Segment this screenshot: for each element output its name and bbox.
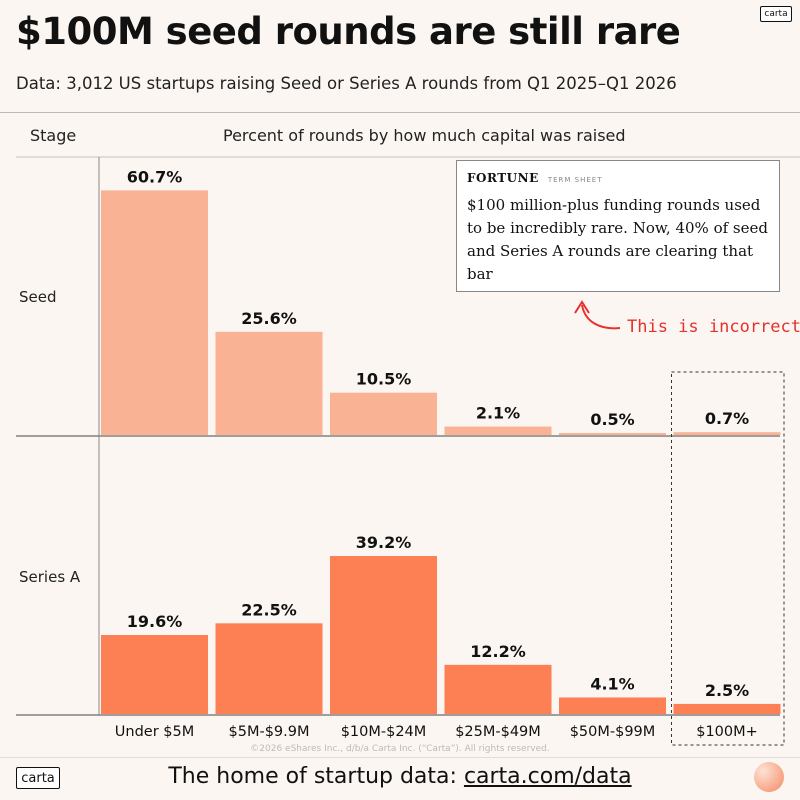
footer-tagline: The home of startup data: carta.com/data xyxy=(0,764,800,789)
data-label-series-a-2: 39.2% xyxy=(356,533,412,552)
category-label-5: $100M+ xyxy=(696,724,758,740)
data-label-seed-4: 0.5% xyxy=(590,410,634,429)
term-sheet-label: TERM SHEET xyxy=(547,176,603,184)
copyright-notice: ©2026 eShares Inc., d/b/a Carta Inc. (“C… xyxy=(250,744,550,754)
carta-logo: carta xyxy=(760,6,792,22)
fortune-quote-text: $100 million-plus funding rounds used to… xyxy=(467,196,768,283)
chart-subtitle: Data: 3,012 US startups raising Seed or … xyxy=(16,74,677,93)
bar-series-a-3 xyxy=(444,664,552,714)
highlight-100m-box xyxy=(671,371,785,746)
bar-series-a-0 xyxy=(101,635,208,714)
incorrect-annotation: This is incorrect xyxy=(627,317,800,337)
annotation-arrow xyxy=(581,304,621,330)
data-label-seed-1: 25.6% xyxy=(241,309,297,328)
bar-seed-5 xyxy=(673,432,781,435)
bar-seed-1 xyxy=(215,331,323,435)
stage-column-header: Stage xyxy=(30,126,77,145)
data-label-series-a-5: 2.5% xyxy=(705,681,749,700)
bar-seed-0 xyxy=(101,190,208,435)
bar-series-a-1 xyxy=(215,623,323,714)
data-label-series-a-3: 12.2% xyxy=(470,642,526,661)
header-divider xyxy=(0,112,800,113)
bar-seed-4 xyxy=(559,432,666,435)
fortune-quote-card: FORTUNE TERM SHEET $100 million-plus fun… xyxy=(456,160,780,292)
data-label-seed-5: 0.7% xyxy=(705,409,749,428)
data-label-series-a-4: 4.1% xyxy=(590,674,634,693)
category-label-2: $10M-$24M xyxy=(341,724,427,740)
data-label-series-a-1: 22.5% xyxy=(241,600,297,619)
data-label-seed-0: 60.7% xyxy=(127,167,183,186)
category-label-1: $5M-$9.9M xyxy=(229,724,310,740)
chart-title: $100M seed rounds are still rare xyxy=(16,10,681,53)
footer-divider xyxy=(0,757,800,758)
data-label-seed-3: 2.1% xyxy=(476,404,520,423)
footer-link[interactable]: carta.com/data xyxy=(463,764,632,789)
footer-text: The home of startup data: xyxy=(168,764,464,789)
category-label-3: $25M-$49M xyxy=(455,724,541,740)
bar-seed-2 xyxy=(330,392,437,435)
stage-label-0: Seed xyxy=(19,288,57,306)
category-label-4: $50M-$99M xyxy=(570,724,656,740)
percent-column-header: Percent of rounds by how much capital wa… xyxy=(223,126,626,145)
fortune-brand: FORTUNE xyxy=(467,171,539,185)
annotation-arrowhead xyxy=(574,300,590,314)
data-label-seed-2: 10.5% xyxy=(356,370,412,389)
carta-mark-icon xyxy=(754,762,784,792)
carta-logo-footer: carta xyxy=(16,767,60,789)
bar-series-a-2 xyxy=(330,556,437,714)
data-label-series-a-0: 19.6% xyxy=(127,612,183,631)
bar-series-a-5 xyxy=(673,703,781,714)
category-label-0: Under $5M xyxy=(115,724,194,740)
bar-seed-3 xyxy=(444,426,552,435)
stage-label-1: Series A xyxy=(19,568,81,586)
bar-series-a-4 xyxy=(559,697,666,714)
